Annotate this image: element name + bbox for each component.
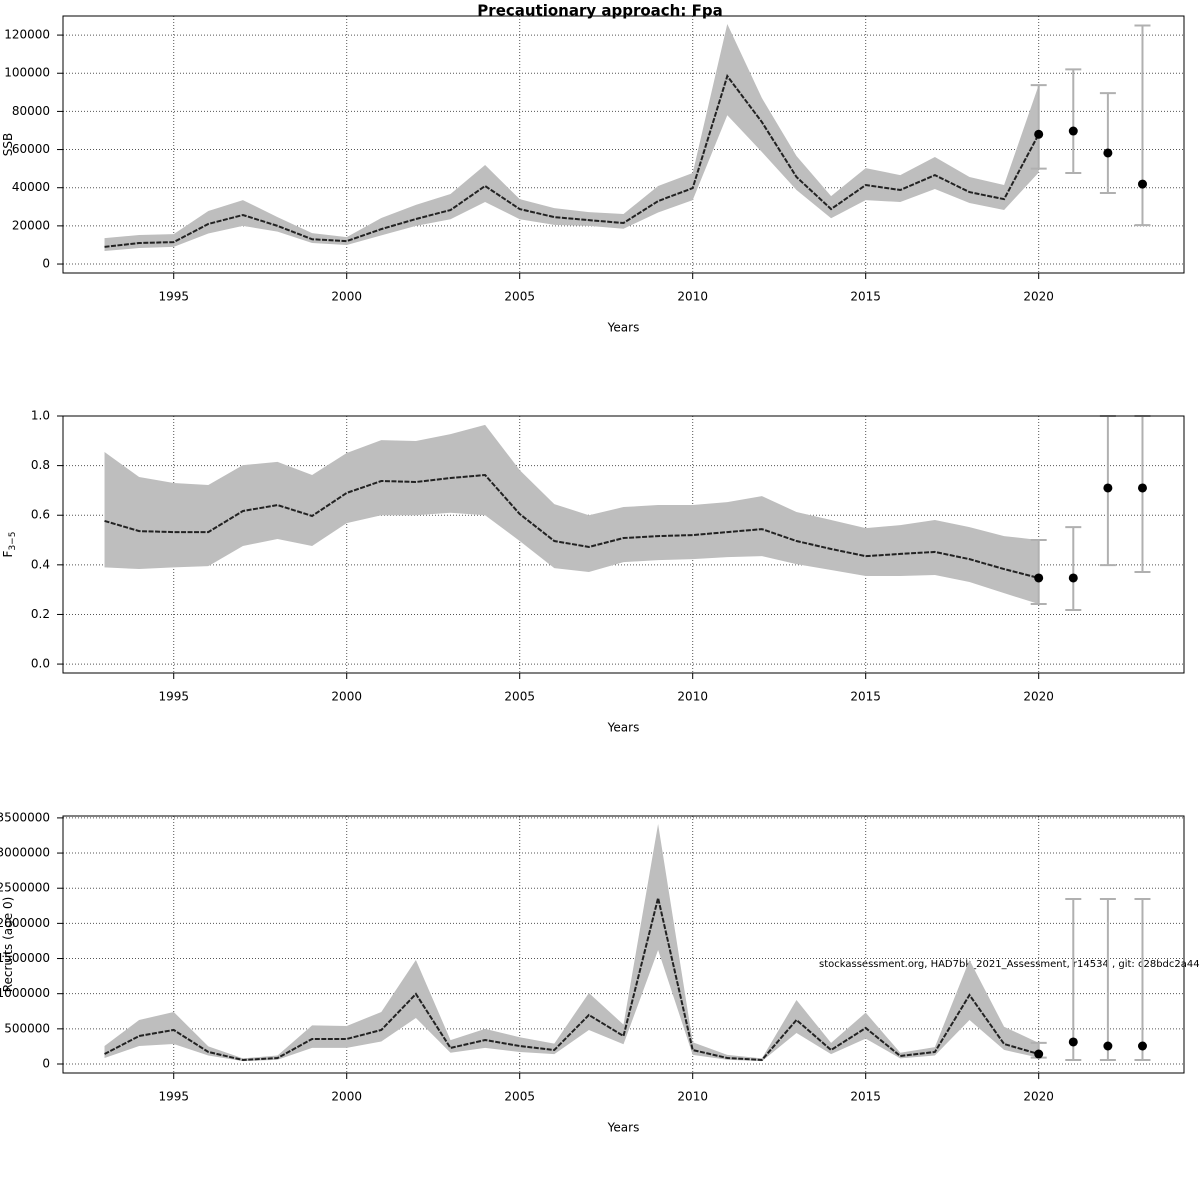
- y-tick-label: 1500000: [0, 951, 50, 965]
- projection-point: [1034, 1049, 1044, 1059]
- y-tick-label: 0.0: [31, 657, 50, 671]
- projection-point: [1103, 1041, 1113, 1051]
- projection-point: [1068, 126, 1078, 136]
- y-tick-label: 120000: [4, 28, 50, 42]
- y-axis-label-main: Recruits (age 0): [1, 897, 15, 993]
- y-tick-label: 40000: [12, 180, 50, 194]
- x-tick-label: 2005: [504, 290, 535, 304]
- y-tick-label: 0.8: [31, 458, 50, 472]
- x-tick-label: 2010: [677, 290, 708, 304]
- x-tick-label: 1995: [158, 290, 189, 304]
- y-tick-label: 2000000: [0, 916, 50, 930]
- projection-point: [1103, 148, 1113, 158]
- x-tick-label: 2010: [677, 1090, 708, 1104]
- y-tick-label: 2500000: [0, 881, 50, 895]
- x-tick-label: 2015: [850, 290, 881, 304]
- x-tick-label: 1995: [158, 690, 189, 704]
- estimate-line: [104, 897, 1039, 1062]
- estimate-line: [104, 73, 1040, 248]
- plot-frame: [62, 15, 1185, 274]
- x-tick-label: 2005: [504, 1090, 535, 1104]
- projection-point: [1068, 573, 1078, 583]
- x-tick-label: 2000: [331, 1090, 362, 1104]
- y-tick-label: 0.4: [31, 557, 50, 571]
- estimate-line: [104, 474, 1039, 579]
- x-tick-label: 2000: [331, 290, 362, 304]
- y-axis-label: Recruits (age 0): [1, 897, 15, 993]
- footer-note: stockassessment.org, HAD7bk_2021_Assessm…: [819, 959, 1200, 970]
- x-axis-label: Years: [607, 1121, 640, 1135]
- y-tick-label: 0: [42, 257, 50, 271]
- x-tick-label: 2005: [504, 690, 535, 704]
- y-tick-label: 0.6: [31, 508, 50, 522]
- projection-point: [1103, 483, 1113, 493]
- plot-frame: [62, 415, 1185, 674]
- x-tick-label: 2010: [677, 690, 708, 704]
- x-tick-label: 2000: [331, 690, 362, 704]
- y-tick-label: 500000: [4, 1021, 50, 1035]
- y-tick-label: 1.0: [31, 409, 50, 423]
- y-axis-label: F3−5: [1, 532, 18, 558]
- y-tick-label: 60000: [12, 142, 50, 156]
- y-tick-label: 100000: [4, 66, 50, 80]
- y-tick-label: 80000: [12, 104, 50, 118]
- confidence-band: [104, 424, 1039, 605]
- x-tick-label: 2020: [1023, 290, 1054, 304]
- x-axis-label: Years: [607, 321, 640, 335]
- y-axis-label-subscript: 3−5: [8, 532, 18, 551]
- y-tick-label: 1000000: [0, 986, 50, 1000]
- y-tick-label: 3000000: [0, 846, 50, 860]
- x-tick-label: 1995: [158, 1090, 189, 1104]
- confidence-band: [104, 823, 1039, 1062]
- projection-point: [1034, 129, 1044, 139]
- x-tick-label: 2020: [1023, 1090, 1054, 1104]
- projection-point: [1068, 1037, 1078, 1047]
- y-tick-label: 0.2: [31, 607, 50, 621]
- y-axis-label-main: F: [1, 550, 15, 557]
- y-tick-label: 20000: [12, 218, 50, 232]
- projection-point: [1034, 573, 1044, 583]
- projection-point: [1137, 1041, 1147, 1051]
- y-tick-label: 3500000: [0, 810, 50, 824]
- x-tick-label: 2015: [850, 690, 881, 704]
- y-axis-label-main: SSB: [1, 133, 15, 156]
- projection-point: [1137, 483, 1147, 493]
- figure-title: Precautionary approach: Fpa: [477, 2, 722, 20]
- x-tick-label: 2015: [850, 1090, 881, 1104]
- confidence-band: [104, 24, 1039, 252]
- x-tick-label: 2020: [1023, 690, 1054, 704]
- y-tick-label: 0: [42, 1056, 50, 1070]
- y-axis-label: SSB: [1, 133, 15, 156]
- x-axis-label: Years: [607, 721, 640, 735]
- projection-point: [1137, 179, 1147, 189]
- plot-frame: [62, 815, 1185, 1074]
